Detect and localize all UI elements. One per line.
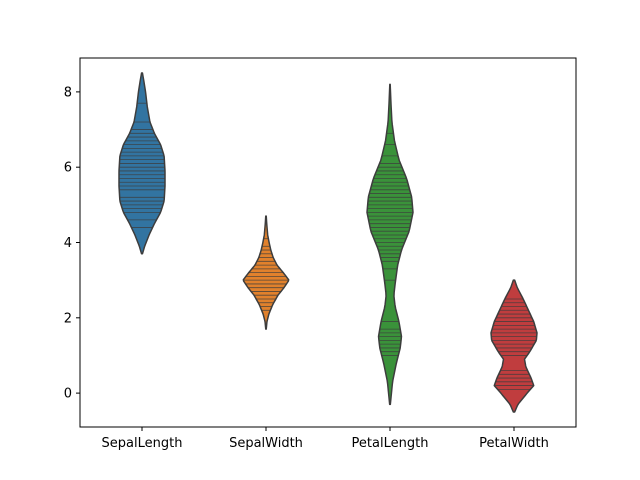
y-tick-label: 4 xyxy=(64,236,72,251)
y-tick-label: 8 xyxy=(64,85,72,100)
y-tick-label: 2 xyxy=(64,311,72,326)
violin-PetalWidth xyxy=(490,279,538,413)
violin-SepalLength xyxy=(118,72,166,255)
y-axis: 0 2 4 6 8 xyxy=(64,85,80,402)
violin-body-PetalWidth xyxy=(490,279,538,413)
x-tick-label: SepalLength xyxy=(102,436,183,451)
violin-body-PetalLength xyxy=(366,83,414,406)
x-tick-label: SepalWidth xyxy=(229,436,303,451)
y-tick-label: 0 xyxy=(64,387,72,402)
violin-PetalLength xyxy=(366,83,414,406)
y-tick-label: 6 xyxy=(64,161,72,176)
x-tick-label: PetalWidth xyxy=(479,436,549,451)
violin-SepalWidth xyxy=(242,215,290,330)
x-tick-label: PetalLength xyxy=(352,436,429,451)
violins-layer xyxy=(118,72,538,413)
x-axis: SepalLength SepalWidth PetalLength PetalWid… xyxy=(102,427,549,451)
